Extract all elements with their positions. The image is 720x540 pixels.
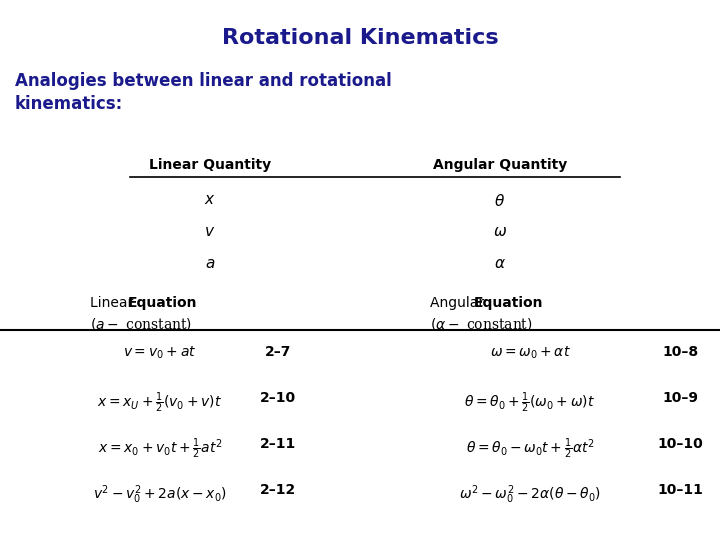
Text: 2–12: 2–12 bbox=[260, 483, 296, 497]
Text: 10–8: 10–8 bbox=[662, 345, 698, 359]
Text: $\theta$: $\theta$ bbox=[495, 193, 505, 209]
Text: $x$: $x$ bbox=[204, 193, 216, 207]
Text: $a$: $a$ bbox=[204, 257, 215, 271]
Text: $\theta = \theta_0 - \omega_0 t + \frac{1}{2}\alpha t^2$: $\theta = \theta_0 - \omega_0 t + \frac{… bbox=[466, 437, 595, 461]
Text: 2–10: 2–10 bbox=[260, 391, 296, 405]
Text: $v = v_0 + at$: $v = v_0 + at$ bbox=[123, 345, 197, 361]
Text: Equation: Equation bbox=[128, 296, 197, 310]
Text: $\omega^2 - \omega_0^2 - 2\alpha(\theta - \theta_0)$: $\omega^2 - \omega_0^2 - 2\alpha(\theta … bbox=[459, 483, 601, 505]
Text: 10–9: 10–9 bbox=[662, 391, 698, 405]
Text: Rotational Kinematics: Rotational Kinematics bbox=[222, 28, 498, 48]
Text: Angular Quantity: Angular Quantity bbox=[433, 158, 567, 172]
Text: 10–11: 10–11 bbox=[657, 483, 703, 497]
Text: $v^2 - v_0^2 + 2a(x - x_0)$: $v^2 - v_0^2 + 2a(x - x_0)$ bbox=[93, 483, 227, 505]
Text: $\alpha$: $\alpha$ bbox=[494, 257, 506, 271]
Text: $\theta = \theta_0 + \frac{1}{2}(\omega_0 + \omega)t$: $\theta = \theta_0 + \frac{1}{2}(\omega_… bbox=[464, 391, 595, 415]
Text: Angular: Angular bbox=[430, 296, 488, 310]
Text: Linear Quantity: Linear Quantity bbox=[149, 158, 271, 172]
Text: $(\alpha -$ constant$)$: $(\alpha -$ constant$)$ bbox=[430, 316, 533, 332]
Text: Equation: Equation bbox=[474, 296, 544, 310]
Text: Analogies between linear and rotational
kinematics:: Analogies between linear and rotational … bbox=[15, 72, 392, 113]
Text: Linear: Linear bbox=[90, 296, 138, 310]
Text: $\omega$: $\omega$ bbox=[493, 225, 507, 239]
Text: 2–11: 2–11 bbox=[260, 437, 296, 451]
Text: $(a -$ constant$)$: $(a -$ constant$)$ bbox=[90, 316, 192, 332]
Text: 10–10: 10–10 bbox=[657, 437, 703, 451]
Text: $x = x_0 + v_0 t + \frac{1}{2}at^2$: $x = x_0 + v_0 t + \frac{1}{2}at^2$ bbox=[98, 437, 222, 461]
Text: 2–7: 2–7 bbox=[265, 345, 291, 359]
Text: $x = x_U + \frac{1}{2}(v_0 + v)t$: $x = x_U + \frac{1}{2}(v_0 + v)t$ bbox=[97, 391, 222, 415]
Text: $\omega = \omega_0 + \alpha t$: $\omega = \omega_0 + \alpha t$ bbox=[490, 345, 570, 361]
Text: $v$: $v$ bbox=[204, 225, 215, 239]
